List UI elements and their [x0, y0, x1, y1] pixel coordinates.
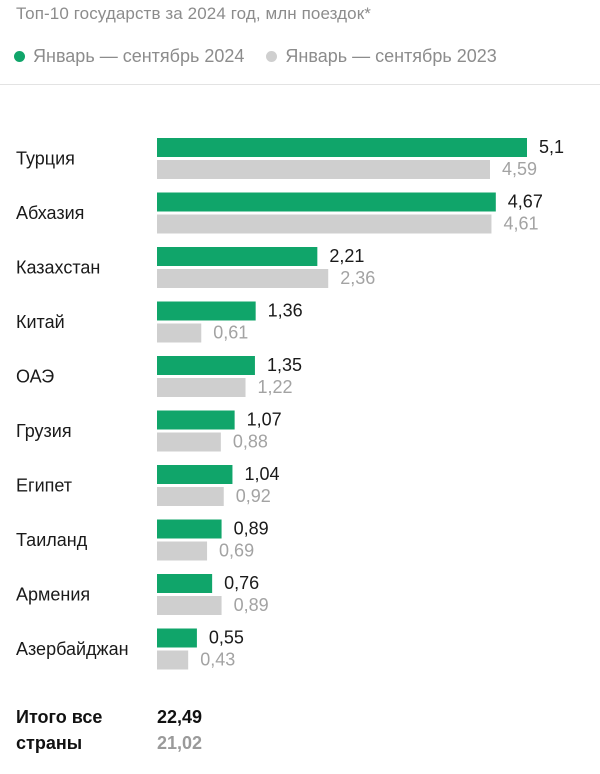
- value-label-таиланд-2024: 0,89: [234, 519, 269, 539]
- value-label-казахстан-2024: 2,21: [329, 246, 364, 266]
- value-label-турция-2024: 5,1: [539, 137, 564, 157]
- bar-таиланд-2023: [157, 541, 208, 561]
- header-divider: [0, 84, 600, 85]
- bar-chart: Турция 5,14,59 Абхазия 4,674,61 Казахстан 2,2…: [16, 137, 564, 670]
- legend-dot-2024: [14, 51, 25, 62]
- category-label-египет: Египет: [16, 476, 72, 496]
- value-label-абхазия-2024: 4,67: [508, 192, 543, 212]
- legend-item-2024: Январь — сентябрь 2024: [14, 46, 244, 67]
- legend-item-2023: Январь — сентябрь 2023: [266, 46, 497, 67]
- value-label-грузия-2024: 1,07: [247, 410, 282, 430]
- bar-абхазия-2023: [157, 214, 492, 234]
- bar-китай-2023: [157, 323, 202, 343]
- value-label-китай-2023: 0,61: [213, 323, 248, 343]
- bar-таиланд-2024: [157, 519, 222, 539]
- legend-label-2024: Январь — сентябрь 2024: [33, 46, 245, 66]
- total-value-2024: 22,49: [157, 707, 203, 727]
- bar-турция-2023: [157, 160, 490, 179]
- value-label-армения-2023: 0,89: [234, 595, 269, 615]
- category-label-китай: Китай: [16, 312, 65, 332]
- bar-азербайджан-2024: [157, 628, 197, 648]
- bar-египет-2023: [157, 487, 224, 506]
- bar-армения-2024: [157, 574, 213, 593]
- value-label-азербайджан-2024: 0,55: [209, 628, 244, 648]
- value-label-оаэ-2023: 1,22: [258, 377, 293, 397]
- bar-абхазия-2024: [157, 192, 496, 212]
- legend-label-2023: Январь — сентябрь 2023: [285, 46, 497, 66]
- value-label-египет-2023: 0,92: [236, 486, 271, 506]
- category-label-грузия: Грузия: [16, 421, 72, 441]
- value-label-грузия-2023: 0,88: [233, 432, 268, 452]
- category-label-абхазия: Абхазия: [16, 203, 84, 223]
- category-label-армения: Армения: [16, 585, 90, 605]
- bar-грузия-2024: [157, 410, 235, 430]
- category-label-казахстан: Казахстан: [16, 258, 100, 278]
- bar-оаэ-2023: [157, 378, 246, 397]
- value-label-таиланд-2023: 0,69: [219, 541, 254, 561]
- bar-казахстан-2024: [157, 247, 318, 266]
- bar-египет-2024: [157, 465, 233, 484]
- bar-армения-2023: [157, 596, 222, 615]
- bar-китай-2024: [157, 301, 256, 321]
- value-label-оаэ-2024: 1,35: [267, 355, 302, 375]
- bar-азербайджан-2023: [157, 650, 189, 670]
- value-label-турция-2023: 4,59: [502, 159, 537, 179]
- value-label-казахстан-2023: 2,36: [340, 268, 375, 288]
- value-label-китай-2024: 1,36: [268, 301, 303, 321]
- bar-турция-2024: [157, 138, 527, 157]
- category-label-азербайджан: Азербайджан: [16, 639, 129, 659]
- value-label-абхазия-2023: 4,61: [503, 214, 538, 234]
- value-label-египет-2024: 1,04: [244, 464, 279, 484]
- category-label-таиланд: Таиланд: [16, 530, 88, 550]
- value-label-армения-2024: 0,76: [224, 573, 259, 593]
- total-value-2023: 21,02: [157, 733, 203, 753]
- category-label-оаэ: ОАЭ: [16, 367, 54, 387]
- legend-dot-2023: [266, 51, 278, 62]
- chart-title: Топ-10 государств за 2024 год, млн поезд…: [16, 4, 371, 23]
- value-label-азербайджан-2023: 0,43: [200, 650, 235, 670]
- chart-legend: Январь — сентябрь 2024 Январь — сентябрь…: [14, 46, 497, 67]
- bar-оаэ-2024: [157, 356, 255, 375]
- total-label: Итого все страны: [16, 707, 103, 753]
- category-label-турция: Турция: [16, 149, 75, 169]
- bar-грузия-2023: [157, 432, 221, 452]
- bar-казахстан-2023: [157, 269, 329, 288]
